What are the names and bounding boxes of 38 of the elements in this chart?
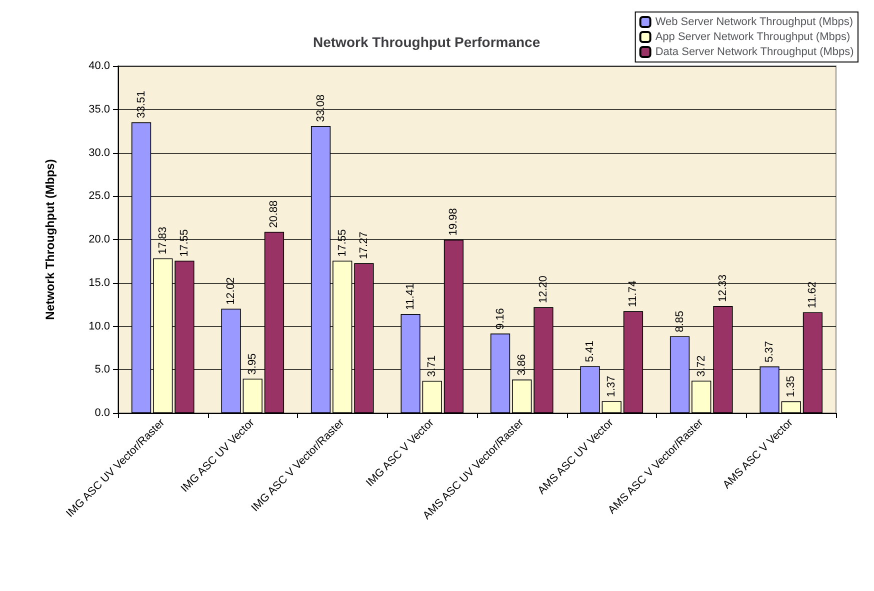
data-label: 11.74 [627, 280, 640, 308]
chart-title: Network Throughput Performance [313, 34, 540, 50]
legend-label: Data Server Network Throughput (Mbps) [655, 46, 854, 58]
data-label: 1.35 [785, 376, 798, 398]
data-label: 17.55 [336, 229, 348, 257]
data-label: 17.55 [178, 229, 190, 257]
y-tick-label: 15.0 [88, 276, 110, 289]
data-label: 3.95 [246, 353, 259, 375]
data-label: 12.33 [716, 274, 729, 302]
data-label: 11.41 [404, 283, 417, 310]
legend-label: App Server Network Throughput (Mbps) [655, 31, 850, 43]
y-axis-title: Network Throughput (Mbps) [43, 159, 57, 320]
data-label: 3.71 [426, 355, 438, 377]
data-label: 33.51 [135, 90, 148, 118]
data-label: 17.27 [358, 232, 370, 260]
y-tick-label: 25.0 [88, 190, 110, 202]
y-tick-label: 30.0 [88, 146, 110, 159]
legend-label: Web Server Network Throughput (Mbps) [655, 16, 853, 28]
data-label: 9.16 [494, 308, 506, 330]
data-label: 3.72 [695, 355, 708, 377]
data-label: 20.88 [268, 200, 280, 228]
data-label: 12.02 [225, 277, 238, 305]
data-label: 17.83 [156, 226, 169, 254]
data-label: 5.37 [764, 340, 776, 362]
data-label: 11.62 [806, 281, 819, 308]
y-tick-label: 20.0 [88, 234, 110, 246]
y-tick-label: 0.0 [94, 407, 110, 419]
data-label: 19.98 [448, 208, 460, 236]
data-label: 12.20 [537, 276, 550, 304]
data-label: 5.41 [584, 340, 596, 362]
data-label: 8.85 [674, 310, 686, 332]
y-tick-label: 35.0 [88, 103, 110, 116]
y-tick-label: 5.0 [94, 364, 110, 376]
data-label: 3.86 [516, 354, 528, 376]
data-label: 33.08 [314, 94, 327, 122]
y-tick-label: 10.0 [88, 320, 110, 332]
y-tick-label: 40.0 [88, 60, 110, 72]
data-label: 1.37 [606, 376, 618, 398]
